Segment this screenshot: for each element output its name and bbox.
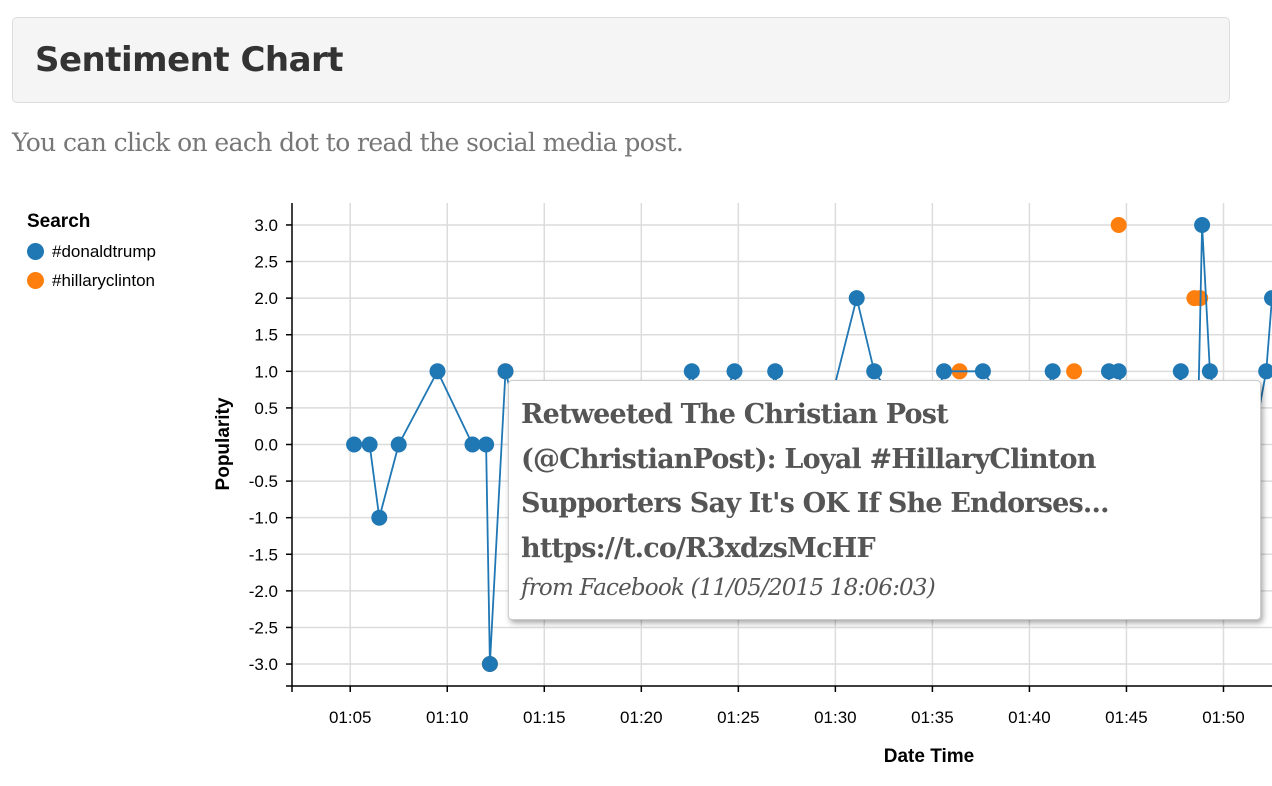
data-point-donaldtrump[interactable] [371, 509, 388, 526]
y-tick-label: 3.0 [254, 216, 278, 235]
legend-item-donaldtrump[interactable]: #donaldtrump [27, 237, 156, 266]
x-tick-label: 01:35 [911, 708, 954, 727]
y-tick-label: 2.0 [254, 289, 278, 308]
legend-swatch-hillaryclinton [27, 272, 44, 289]
y-tick-label: -3.0 [249, 655, 278, 674]
data-point-donaldtrump[interactable] [767, 363, 784, 380]
y-tick-label: 1.0 [254, 362, 278, 381]
x-tick-label: 01:30 [814, 708, 857, 727]
y-tick-label: 2.5 [254, 253, 278, 272]
data-point-donaldtrump[interactable] [683, 363, 700, 380]
tooltip-line: Retweeted The Christian Post [521, 399, 949, 430]
data-point-donaldtrump[interactable] [390, 436, 407, 453]
data-point-donaldtrump[interactable] [497, 363, 514, 380]
x-axis-label: Date Time [884, 746, 974, 767]
data-point-donaldtrump[interactable] [1201, 363, 1218, 380]
x-tick-label: 01:50 [1202, 708, 1245, 727]
data-point-hillaryclinton[interactable] [1066, 363, 1083, 380]
tooltip-post-text: Retweeted The Christian Post (@Christian… [521, 393, 1248, 571]
data-point-donaldtrump[interactable] [866, 363, 883, 380]
data-point-donaldtrump[interactable] [848, 290, 865, 307]
data-point-donaldtrump[interactable] [1044, 363, 1061, 380]
x-tick-label: 01:40 [1008, 708, 1051, 727]
data-point-donaldtrump[interactable] [936, 363, 952, 380]
data-point-donaldtrump[interactable] [464, 436, 481, 453]
tooltip-link[interactable]: https://t.co/R3xdzsMcHF [521, 532, 876, 564]
x-tick-label: 01:25 [717, 708, 760, 727]
tooltip-line: (@ChristianPost): Loyal #HillaryClinton [521, 443, 1096, 475]
post-tooltip: Retweeted The Christian Post (@Christian… [508, 380, 1261, 620]
y-tick-label: 0.5 [254, 399, 278, 418]
y-tick-label: 1.5 [254, 326, 278, 345]
tooltip-line: Supporters Say It's OK If She Endorses..… [521, 488, 1109, 519]
y-tick-label: -2.5 [249, 618, 278, 637]
data-point-donaldtrump[interactable] [346, 436, 363, 453]
intro-text: You can click on each dot to read the so… [12, 128, 684, 157]
x-tick-label: 01:45 [1105, 708, 1148, 727]
legend-label-donaldtrump: #donaldtrump [52, 241, 156, 261]
x-tick-label: 01:10 [426, 708, 469, 727]
data-point-donaldtrump[interactable] [478, 436, 495, 453]
chart-axes: 3.0 2.5 2.0 1.5 1.0 0.5 0.0 -0.5 -1.0 -1.5 -2.0 -2.… [249, 203, 1272, 727]
data-point-hillaryclinton[interactable] [1110, 217, 1127, 233]
data-point-donaldtrump[interactable] [726, 363, 743, 380]
x-tick-label: 01:05 [329, 708, 372, 727]
y-tick-label: -2.0 [249, 582, 278, 601]
data-point-donaldtrump[interactable] [361, 436, 378, 453]
y-tick-label: -0.5 [249, 472, 278, 491]
data-point-donaldtrump[interactable] [429, 363, 446, 380]
panel-header: Sentiment Chart [12, 17, 1230, 103]
y-tick-label: -1.5 [249, 545, 278, 564]
data-point-donaldtrump[interactable] [1110, 363, 1127, 380]
legend-swatch-donaldtrump [27, 243, 44, 260]
tooltip-source: from Facebook (11/05/2015 18:06:03) [521, 575, 936, 601]
data-point-donaldtrump[interactable] [974, 363, 991, 380]
y-axis-label: Popularity [213, 397, 234, 490]
chart-legend: Search #donaldtrump #hillaryclinton [27, 211, 156, 295]
y-tick-label: 0.0 [254, 436, 278, 455]
x-tick-label: 01:15 [523, 708, 566, 727]
y-tick-label: -1.0 [249, 509, 278, 528]
data-point-donaldtrump[interactable] [481, 656, 498, 672]
data-point-donaldtrump[interactable] [1258, 363, 1272, 380]
data-point-donaldtrump[interactable] [1172, 363, 1189, 380]
data-point-donaldtrump[interactable] [1264, 290, 1272, 307]
x-tick-label: 01:20 [620, 708, 663, 727]
legend-item-hillaryclinton[interactable]: #hillaryclinton [27, 266, 156, 295]
legend-label-hillaryclinton: #hillaryclinton [52, 270, 155, 290]
data-point-donaldtrump[interactable] [1194, 217, 1211, 233]
page-title: Sentiment Chart [35, 40, 344, 80]
legend-title: Search [27, 211, 91, 232]
